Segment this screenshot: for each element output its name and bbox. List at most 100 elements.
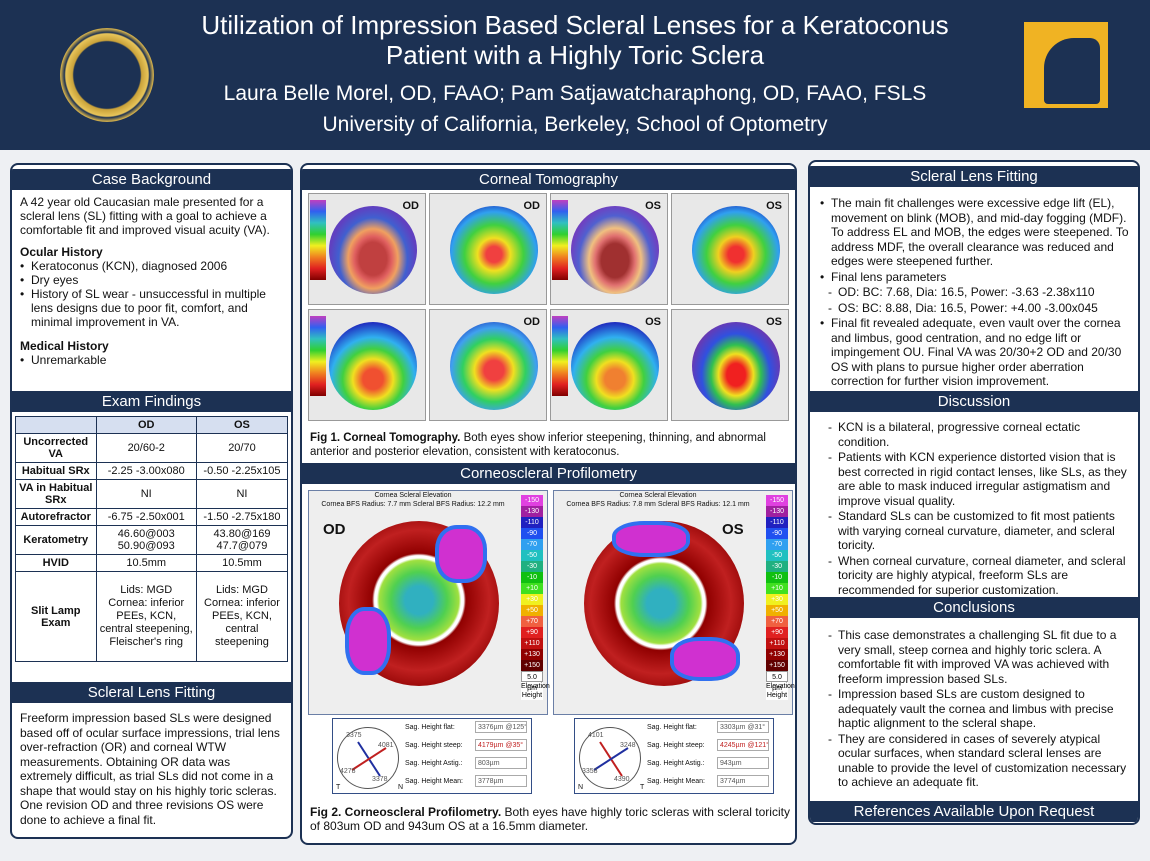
- color-scale: [310, 316, 326, 396]
- tomography-color-map: [329, 206, 417, 294]
- map-title: Cornea Scleral Elevation: [619, 492, 697, 499]
- side-label: T: [640, 784, 645, 791]
- fig1-caption: Fig 1. Corneal Tomography. Both eyes sho…: [310, 431, 790, 459]
- table-cell: 20/60-2: [95, 433, 197, 463]
- sag-value-astig: 803µm: [475, 757, 527, 769]
- scale-step: -90: [766, 528, 788, 539]
- dial-value: 3375: [346, 732, 362, 739]
- scale-step: -70: [766, 539, 788, 550]
- tomography-color-map: [450, 206, 538, 294]
- table-cell: Autorefractor: [15, 508, 97, 526]
- tomography-color-map: [571, 206, 659, 294]
- list-item: Unremarkable: [20, 353, 285, 367]
- tilt-zone: [439, 529, 483, 579]
- map-title: Cornea Scleral Elevation: [374, 492, 452, 499]
- sag-label-steep: Sag. Height steep:: [405, 742, 463, 749]
- scale-step: +50: [766, 605, 788, 616]
- table-cell: Uncorrected VA: [15, 433, 97, 463]
- table-cell: 43.80@169 47.7@079: [195, 525, 289, 555]
- dial-value: 4081: [378, 742, 394, 749]
- scleral-bfs-radius: Scleral BFS Radius: 12.1 mm: [657, 501, 750, 508]
- scale-step: +30: [521, 594, 543, 605]
- list-item: The main fit challenges were excessive e…: [820, 196, 1132, 269]
- table-cell: NI: [195, 479, 289, 509]
- exam-findings-heading: Exam Findings: [12, 391, 291, 412]
- bfs-radii: Cornea BFS Radius: 7.8 mm Scleral BFS Ra…: [554, 500, 762, 509]
- medical-history-heading: Medical History: [20, 339, 109, 353]
- list-item: Patients with KCN experience distorted v…: [820, 450, 1132, 508]
- tomography-map-1: OD: [308, 193, 426, 305]
- table-cell: VA in Habitual SRx: [15, 479, 97, 509]
- scale-step: +130: [766, 649, 788, 660]
- authors: Laura Belle Morel, OD, FAAO; Pam Satjawa…: [223, 82, 927, 105]
- color-scale: [552, 200, 568, 280]
- scale-step: -10: [521, 572, 543, 583]
- table-cell: -2.25 -3.00x080: [95, 462, 197, 480]
- table-cell: -1.50 -2.75x180: [195, 508, 289, 526]
- poster-title: Utilization of Impression Based Scleral …: [201, 10, 949, 70]
- sag-meridian-lines: [351, 741, 387, 777]
- sag-dial: 3375 4081 4278 3378 T N: [336, 727, 403, 791]
- sag-label-astig: Sag. Height Astig.:: [405, 760, 463, 767]
- scale-label: Elevation Height: [521, 682, 550, 700]
- side-label: T: [336, 784, 341, 791]
- case-background-text: A 42 year old Caucasian male presented f…: [20, 195, 285, 367]
- tomography-color-map: [329, 322, 417, 410]
- scale-step: +70: [521, 616, 543, 627]
- sag-value-flat: 3303µm @31°: [717, 721, 769, 733]
- conclusions-text: This case demonstrates a challenging SL …: [820, 628, 1132, 791]
- tomography-map-8: OS: [671, 309, 789, 421]
- scale-step: +30: [766, 594, 788, 605]
- poster-header: Utilization of Impression Based Scleral …: [0, 0, 1150, 150]
- eye-label: OS: [766, 200, 782, 212]
- list-item: Final lens parameters: [820, 270, 1132, 285]
- dial-value: 3358: [582, 768, 598, 775]
- profilometry-map-os: Cornea Scleral Elevation Cornea BFS Radiu…: [553, 490, 795, 715]
- affiliation: University of California, Berkeley, Scho…: [322, 113, 828, 136]
- table-row: Keratometry 46.60@003 50.90@093 43.80@169 …: [15, 525, 289, 555]
- table-row: VA in Habitual SRx NI NI: [15, 479, 289, 509]
- list-item: KCN is a bilateral, progressive corneal …: [820, 420, 1132, 449]
- references-heading: References Available Upon Request: [810, 801, 1138, 822]
- sag-label-mean: Sag. Height Mean:: [647, 778, 705, 785]
- fig2-caption: Fig 2. Corneoscleral Profilometry. Both …: [310, 805, 790, 833]
- meridian-line: [593, 747, 629, 771]
- table-cell: -0.50 -2.25x105: [195, 462, 289, 480]
- scale-step: +90: [521, 627, 543, 638]
- ocular-history-heading: Ocular History: [20, 245, 103, 259]
- list-item: Final fit revealed adequate, even vault …: [820, 316, 1132, 389]
- tomography-map-2: OD: [429, 193, 547, 305]
- scale-step: -150: [766, 495, 788, 506]
- table-cell: 10.5mm: [195, 554, 289, 572]
- berkeley-optometry-bear-logo: [1024, 22, 1108, 108]
- side-label: N: [398, 784, 404, 791]
- tomography-map-7: OS: [550, 309, 668, 421]
- table-cell: Keratometry: [15, 525, 97, 555]
- scale-step: -50: [766, 550, 788, 561]
- tomography-map-5: [308, 309, 426, 421]
- middle-column: Corneal Tomography OD OD OS OS OD OS OS Fig 1.…: [300, 163, 797, 845]
- list-item: This case demonstrates a challenging SL …: [820, 628, 1132, 686]
- list-item: Standard SLs can be customized to fit mo…: [820, 509, 1132, 553]
- table-row: Slit Lamp Exam Lids: MGD Cornea: inferior…: [15, 571, 289, 662]
- eye-label: OS: [722, 521, 744, 538]
- scale-step: -30: [766, 561, 788, 572]
- sag-value-flat: 3376µm @125°: [475, 721, 527, 733]
- fig2-label: Fig 2. Corneoscleral Profilometry.: [310, 805, 502, 819]
- column-header: [15, 416, 97, 434]
- eye-label: OD: [523, 200, 541, 212]
- dial-value: 3248: [620, 742, 636, 749]
- dial-value: 3378: [372, 776, 388, 783]
- table-header-row: OD OS: [15, 416, 289, 434]
- scale-step: +10: [521, 583, 543, 594]
- right-scleral-fitting-text: The main fit challenges were excessive e…: [820, 196, 1132, 390]
- eye-label: OS: [645, 316, 661, 328]
- table-cell: NI: [95, 479, 197, 509]
- sag-value-steep: 4245µm @121°: [717, 739, 769, 751]
- table-cell: Lids: MGD Cornea: inferior PEEs, KCN, ce…: [195, 571, 289, 662]
- scale-step: -30: [521, 561, 543, 572]
- scale-step: -130: [766, 506, 788, 517]
- sag-label-flat: Sag. Height flat:: [405, 724, 455, 731]
- table-row: HVID 10.5mm 10.5mm: [15, 554, 289, 572]
- scale-step: +70: [766, 616, 788, 627]
